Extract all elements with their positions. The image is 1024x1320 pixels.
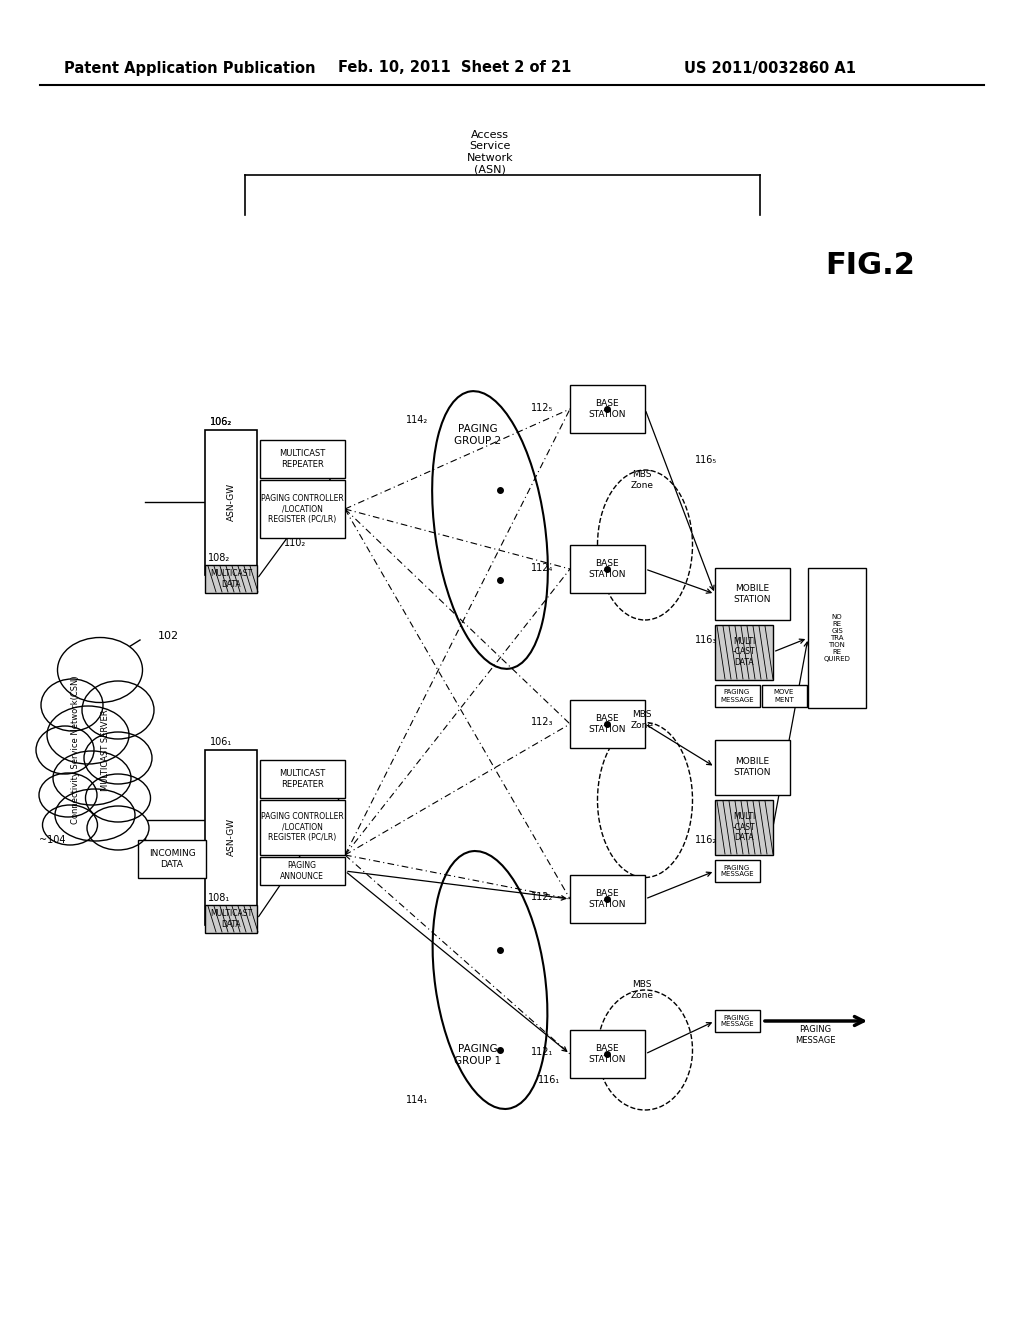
Text: MOBILE
STATION: MOBILE STATION — [733, 585, 771, 603]
FancyBboxPatch shape — [808, 568, 866, 708]
Text: Feb. 10, 2011  Sheet 2 of 21: Feb. 10, 2011 Sheet 2 of 21 — [338, 61, 571, 75]
Ellipse shape — [57, 638, 142, 702]
Text: 114₁: 114₁ — [406, 1096, 428, 1105]
Text: 102: 102 — [158, 631, 179, 642]
FancyBboxPatch shape — [260, 800, 345, 855]
Text: PAGING CONTROLLER
/LOCATION
REGISTER (PC/LR): PAGING CONTROLLER /LOCATION REGISTER (PC… — [261, 812, 343, 842]
FancyBboxPatch shape — [715, 624, 773, 680]
Text: PAGING
MESSAGE: PAGING MESSAGE — [720, 689, 754, 702]
Text: MULTI
-CAST
DATA: MULTI -CAST DATA — [733, 638, 756, 667]
Text: 112₅: 112₅ — [530, 403, 553, 413]
Text: BASE
STATION: BASE STATION — [588, 890, 626, 908]
Text: PAGING
MESSAGE: PAGING MESSAGE — [795, 1026, 836, 1044]
Text: MULTICAST
DATA: MULTICAST DATA — [210, 569, 252, 589]
Text: 112₂: 112₂ — [530, 892, 553, 902]
Text: BASE
STATION: BASE STATION — [588, 1044, 626, 1064]
Text: 108₁: 108₁ — [208, 894, 230, 903]
FancyBboxPatch shape — [715, 1010, 760, 1032]
Text: 106₂: 106₂ — [210, 417, 232, 426]
Text: 116₂: 116₂ — [695, 836, 717, 845]
Text: MBS
Zone: MBS Zone — [631, 981, 653, 999]
Text: MOBILE
STATION: MOBILE STATION — [733, 758, 771, 776]
Text: MULTI
-CAST
DATA: MULTI -CAST DATA — [733, 812, 756, 842]
FancyBboxPatch shape — [260, 760, 345, 799]
FancyBboxPatch shape — [260, 857, 345, 884]
Text: PAGING
MESSAGE: PAGING MESSAGE — [720, 865, 754, 878]
Text: 106₁: 106₁ — [210, 737, 232, 747]
FancyBboxPatch shape — [205, 565, 257, 593]
Text: Connectivity Service Network(CSN): Connectivity Service Network(CSN) — [71, 676, 80, 824]
Ellipse shape — [43, 805, 97, 845]
Ellipse shape — [47, 706, 129, 764]
FancyBboxPatch shape — [205, 750, 257, 925]
Text: PAGING
ANNOUNCE: PAGING ANNOUNCE — [280, 862, 324, 880]
FancyBboxPatch shape — [570, 385, 645, 433]
Ellipse shape — [41, 678, 103, 731]
Text: INCOMING
DATA: INCOMING DATA — [148, 849, 196, 869]
Text: 116₅: 116₅ — [695, 455, 717, 465]
FancyBboxPatch shape — [260, 480, 345, 539]
FancyBboxPatch shape — [715, 741, 790, 795]
Text: MULTICAST SERVER: MULTICAST SERVER — [100, 709, 110, 791]
Text: BASE
STATION: BASE STATION — [588, 560, 626, 578]
Text: ASN-GW: ASN-GW — [226, 818, 236, 857]
Ellipse shape — [85, 774, 151, 822]
FancyBboxPatch shape — [205, 430, 257, 576]
Text: ~104: ~104 — [39, 836, 66, 845]
FancyBboxPatch shape — [570, 1030, 645, 1078]
Text: US 2011/0032860 A1: US 2011/0032860 A1 — [684, 61, 856, 75]
Text: MULTICAST
REPEATER: MULTICAST REPEATER — [279, 770, 326, 789]
Text: BASE
STATION: BASE STATION — [588, 399, 626, 418]
Text: NO
RE
GIS
TRA
TION
RE
QUIRED: NO RE GIS TRA TION RE QUIRED — [823, 614, 851, 663]
FancyBboxPatch shape — [138, 840, 206, 878]
Text: PAGING
MESSAGE: PAGING MESSAGE — [720, 1015, 754, 1027]
Ellipse shape — [55, 789, 135, 841]
Text: MBS
Zone: MBS Zone — [631, 470, 653, 490]
FancyBboxPatch shape — [205, 906, 257, 933]
Ellipse shape — [36, 726, 94, 774]
Text: ~118: ~118 — [738, 755, 765, 766]
Text: 110₂: 110₂ — [284, 539, 306, 548]
Text: Patent Application Publication: Patent Application Publication — [65, 61, 315, 75]
Text: 116₁: 116₁ — [538, 1074, 560, 1085]
FancyBboxPatch shape — [762, 685, 807, 708]
Text: PAGING
GROUP 1: PAGING GROUP 1 — [455, 1044, 502, 1065]
FancyBboxPatch shape — [570, 545, 645, 593]
Text: MBS
Zone: MBS Zone — [631, 710, 653, 730]
Text: MULTICAST
DATA: MULTICAST DATA — [210, 909, 252, 929]
FancyBboxPatch shape — [715, 685, 760, 708]
Ellipse shape — [39, 774, 97, 817]
Ellipse shape — [87, 807, 150, 850]
FancyBboxPatch shape — [715, 800, 773, 855]
FancyBboxPatch shape — [715, 568, 790, 620]
Ellipse shape — [53, 751, 131, 805]
FancyBboxPatch shape — [715, 861, 760, 882]
Text: MULTICAST
REPEATER: MULTICAST REPEATER — [279, 449, 326, 469]
Text: PAGING
GROUP 2: PAGING GROUP 2 — [455, 424, 502, 446]
Text: 106₂: 106₂ — [210, 417, 232, 426]
Text: BASE
STATION: BASE STATION — [588, 714, 626, 734]
Text: ASN-GW: ASN-GW — [226, 483, 236, 521]
Text: 114₂: 114₂ — [406, 414, 428, 425]
Text: MOVE
MENT: MOVE MENT — [774, 689, 795, 702]
Text: 108₂: 108₂ — [208, 553, 230, 564]
FancyBboxPatch shape — [570, 700, 645, 748]
Text: 112₄: 112₄ — [530, 564, 553, 573]
Text: 112₃: 112₃ — [530, 717, 553, 727]
FancyBboxPatch shape — [570, 875, 645, 923]
Text: Access
Service
Network
(ASN): Access Service Network (ASN) — [467, 129, 513, 174]
Text: 116₃: 116₃ — [695, 635, 718, 645]
Ellipse shape — [84, 733, 152, 784]
Ellipse shape — [82, 681, 154, 739]
Text: 110₁: 110₁ — [279, 857, 301, 867]
FancyBboxPatch shape — [260, 440, 345, 478]
Text: FIG.2: FIG.2 — [825, 251, 914, 280]
Text: PAGING CONTROLLER
/LOCATION
REGISTER (PC/LR): PAGING CONTROLLER /LOCATION REGISTER (PC… — [261, 494, 343, 524]
Text: 112₁: 112₁ — [530, 1047, 553, 1057]
